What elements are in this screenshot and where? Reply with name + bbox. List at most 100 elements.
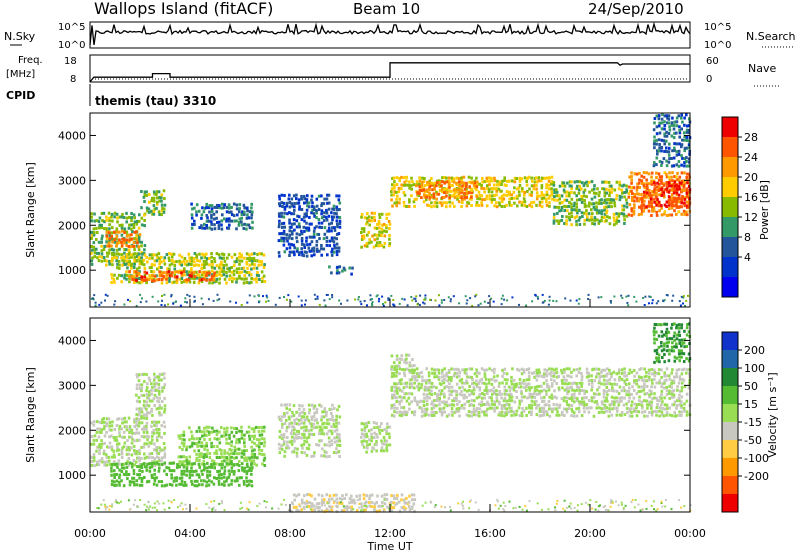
power-cell [576,180,579,184]
power-cell [453,191,457,195]
velocity-cell [665,403,669,407]
velocity-cell [412,371,416,375]
power-cell [685,130,689,134]
velocity-cell [597,411,601,414]
velocity-cell [323,410,326,414]
velocity-cell [452,403,456,407]
power-cell [238,271,241,275]
velocity-cell [108,435,111,439]
power-cell [678,142,681,146]
velocity-cell [326,418,329,422]
velocity-cell [503,385,506,389]
power-cell [173,260,176,264]
velocity-cell [420,406,423,410]
power-cell [240,304,243,306]
power-cell [653,187,657,191]
power-cell [495,193,498,197]
power-cell [110,212,114,216]
velocity-cell [300,421,303,425]
velocity-cell [632,396,636,400]
velocity-cell [195,456,199,460]
power-cell [590,208,593,212]
velocity-cell [112,480,116,484]
velocity-cell [163,383,167,387]
power-cell [685,156,688,160]
velocity-cell [155,483,159,487]
power-cell [440,299,443,302]
power-colorbar-tick-label: 28 [744,131,758,144]
power-cell [541,176,544,180]
power-cell [433,204,436,208]
velocity-cell [501,368,504,372]
velocity-cell [277,442,281,446]
power-cell [135,244,139,248]
power-cell [143,224,146,228]
power-cell [503,176,506,180]
velocity-cell [398,379,402,383]
velocity-cell [113,438,117,442]
velocity-cell [420,386,423,390]
velocity-cell [537,403,541,407]
velocity-cell [606,367,609,371]
velocity-cell [310,428,313,432]
velocity-cell [155,420,158,424]
power-cell [673,184,677,188]
velocity-cell [627,389,631,393]
power-cell [305,208,309,212]
velocity-cell [605,382,609,386]
velocity-cell [315,411,318,414]
velocity-cell [135,452,138,456]
power-cell [220,227,224,231]
power-cell [570,215,574,218]
power-cell [123,227,127,231]
nsky-label: N.Sky [4,30,36,43]
velocity-cell [253,427,256,431]
velocity-cell [97,445,101,449]
power-cell [433,187,436,191]
power-cell [609,300,612,302]
velocity-cell [537,384,541,388]
power-cell [140,280,144,284]
velocity-cell [146,382,149,386]
velocity-cell [301,446,304,450]
power-cell [500,194,504,198]
velocity-cell [145,417,149,420]
power-cell [653,135,656,139]
power-cell [483,190,486,194]
power-cell [685,146,689,150]
velocity-cell [436,395,439,399]
power-cell [318,303,321,306]
power-cell [587,293,590,296]
power-cell [452,193,456,197]
power-cell [630,181,633,185]
power-cell [686,181,689,185]
power-cell [218,270,222,274]
power-cell [587,298,590,300]
power-cell [152,196,156,200]
power-cell [467,175,471,179]
velocity-cell [615,372,619,376]
velocity-cell [372,421,376,425]
power-cell [377,300,380,303]
velocity-cell [608,372,612,376]
power-cell [297,295,300,298]
velocity-cell [238,459,241,463]
power-cell [575,215,579,219]
velocity-cell [385,446,388,450]
power-cell [403,298,406,301]
power-cell [670,184,673,188]
power-cell [197,273,201,277]
velocity-cell [507,403,511,407]
power-cell [210,275,214,279]
velocity-cell [433,403,436,407]
power-cell [400,175,403,179]
power-cell [650,180,653,184]
velocity-cell [98,448,101,452]
velocity-cell [425,386,429,390]
velocity-cell [590,399,594,403]
power-cell [342,266,346,270]
power-cell [373,233,377,237]
velocity-cell [660,385,663,389]
velocity-cell [676,385,679,389]
power-cell [306,194,309,198]
